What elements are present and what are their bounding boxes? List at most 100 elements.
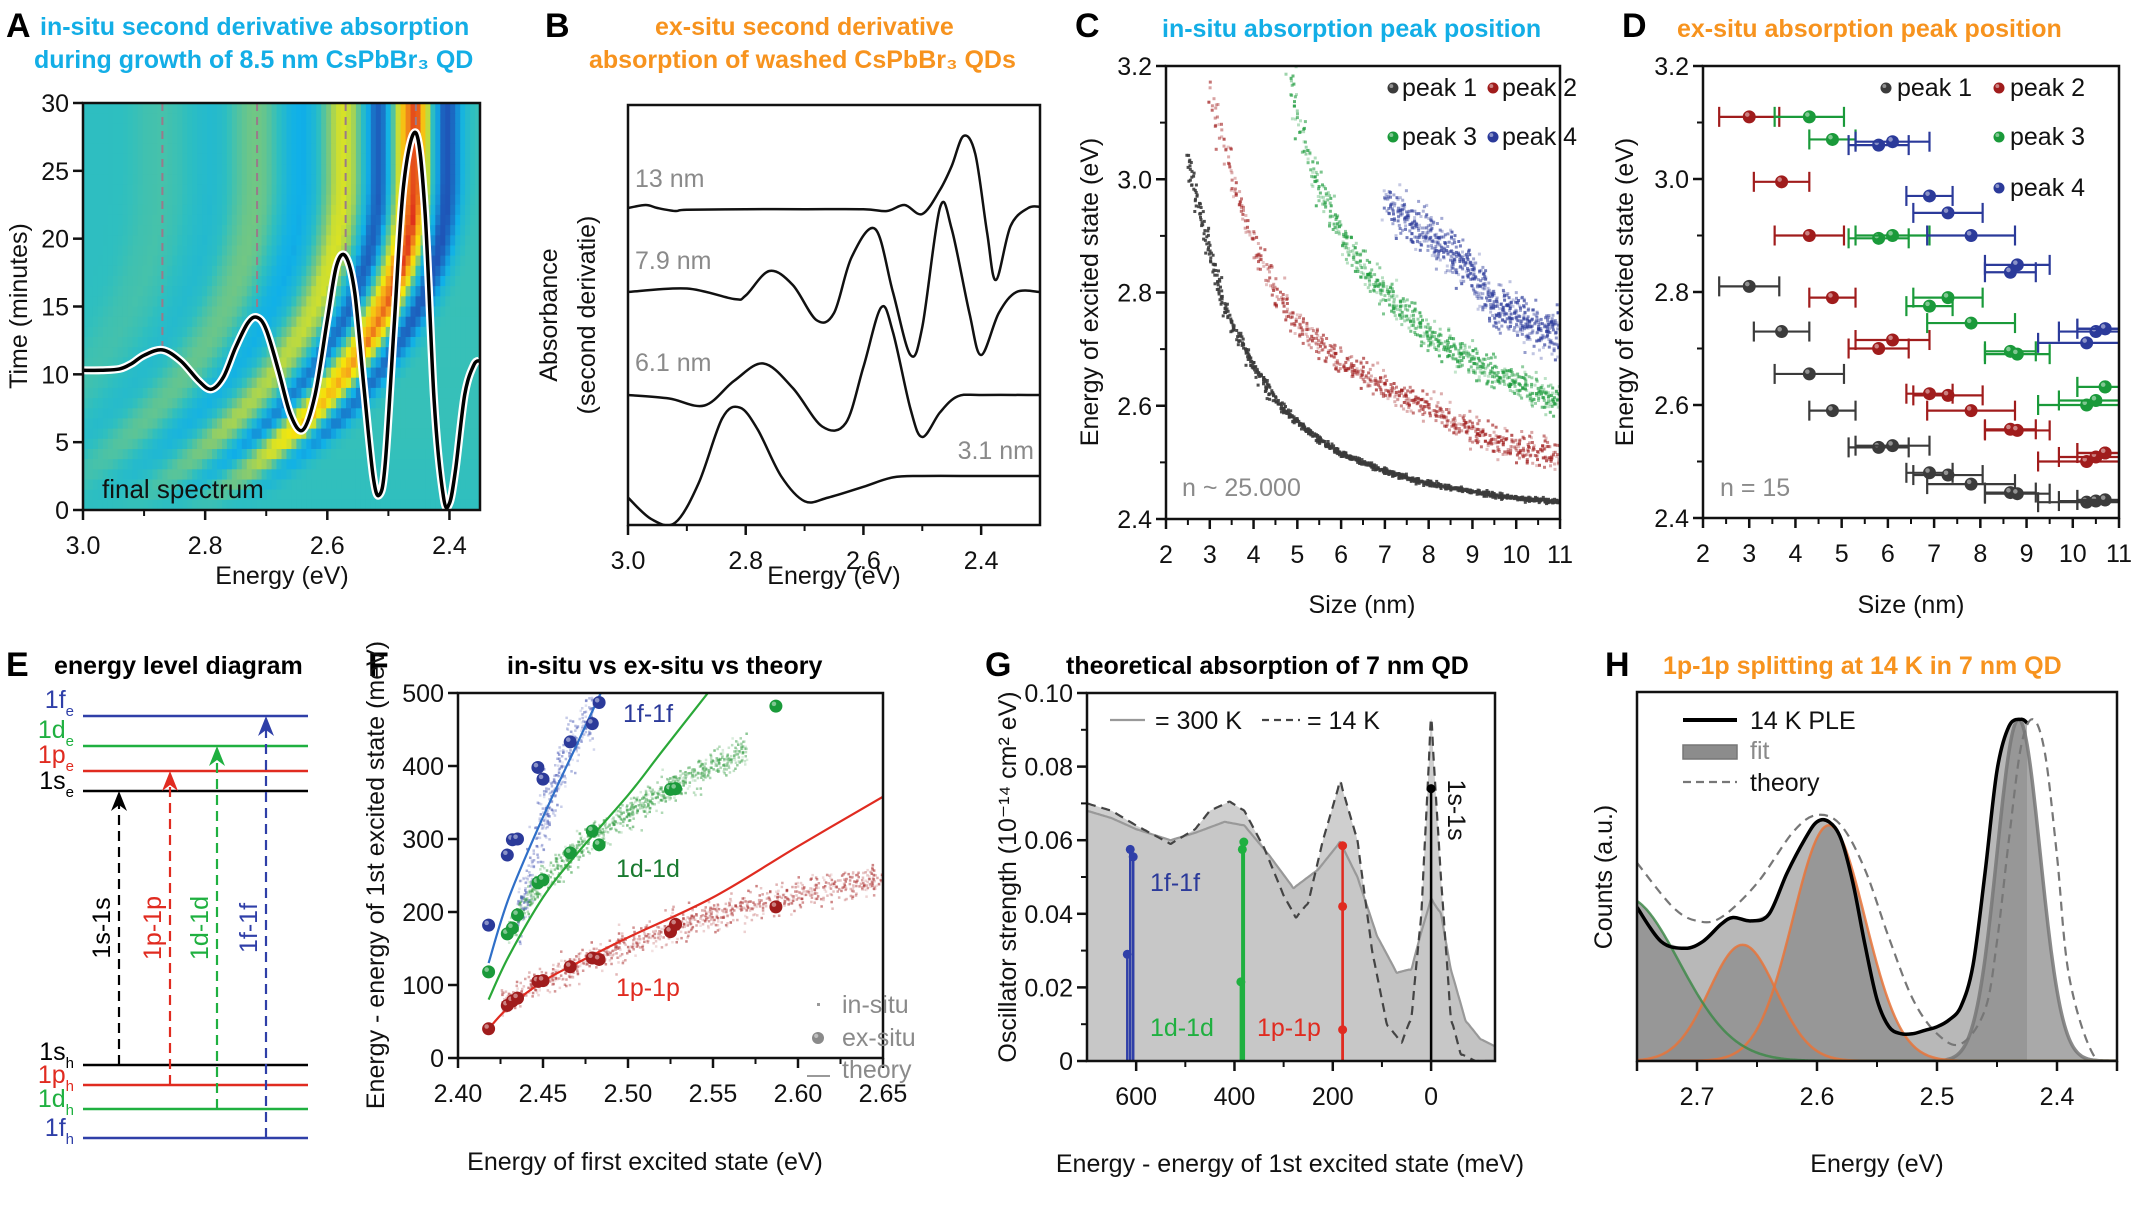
heatmap-cell [370,408,377,420]
heatmap-cell [112,326,119,338]
scatter-point [1224,147,1228,151]
heatmap-cell [102,326,109,338]
heatmap-cell [440,204,446,216]
heatmap-cell [207,245,213,257]
heatmap-cell [450,326,456,338]
scatter-point [1460,487,1464,491]
heatmap-cell [405,489,412,501]
heatmap-cell [226,316,233,328]
heatmap-cell [341,449,347,460]
scatter-point [1374,382,1378,386]
scatter-point [1464,421,1468,425]
scatter-point [1222,137,1226,141]
heatmap-cell [102,316,109,328]
heatmap-cell [207,174,213,185]
heatmap-cell [241,479,248,491]
heatmap-cell [241,438,248,450]
heatmap-cell [435,499,441,510]
heatmap-cell [470,225,476,236]
heatmap-cell [291,377,297,389]
heatmap-cell [127,408,134,420]
scatter-point [1363,380,1367,383]
scatter-point [1208,249,1212,253]
heatmap-cell [360,306,367,318]
heatmap-cell [465,143,471,155]
scatter-point [1244,363,1248,367]
heatmap-cell [162,367,168,379]
scatter-point [1452,431,1456,435]
heatmap-cell [231,489,238,501]
heatmap-cell [202,245,208,257]
heatmap-cell [455,255,461,267]
heatmap-cell [172,449,178,460]
heatmap-cell [112,235,119,247]
heatmap-cell [400,276,407,287]
heatmap-cell [182,265,188,277]
scatter-point [1344,242,1348,246]
scatter-point [1369,462,1372,466]
heatmap-cell [197,276,203,287]
heatmap-cell [162,398,168,409]
heatmap-cell [251,235,258,247]
scatter-point [1510,440,1514,444]
heatmap-cell [445,398,451,409]
panel-label-b: B [545,7,570,45]
scatter-point [1506,451,1510,455]
heatmap-cell [107,459,114,470]
heatmap-cell [316,428,322,440]
scatter-point [1394,404,1398,407]
heatmap-cell [222,153,228,165]
heatmap-cell [365,174,372,185]
scatter-point [1324,205,1328,209]
heatmap-cell [261,428,268,440]
heatmap-cell [261,499,268,510]
heatmap-cell [187,133,193,145]
heatmap-cell [167,438,173,450]
heatmap-cell [465,286,471,297]
heatmap-cell [331,347,337,358]
heatmap-cell [375,174,382,185]
heatmap-cell [475,113,480,124]
heatmap-cell [97,347,104,358]
heatmap-cell [375,276,382,287]
heatmap-cell [226,184,233,196]
heatmap-cell [375,214,382,226]
heatmap-cell [112,347,119,358]
heatmap-cell [415,276,422,287]
heatmap-cell [450,164,456,175]
heatmap-cell [266,398,273,409]
scatter-point [1364,374,1368,378]
heatmap-cell [217,143,223,155]
heatmap-cell [177,113,183,124]
heatmap-cell [415,326,422,338]
scatter-point [1345,367,1349,371]
heatmap-cell [182,418,188,430]
heatmap-cell [370,214,377,226]
heatmap-cell [465,316,471,328]
heatmap-cell [276,326,283,338]
scatter-point [1332,355,1336,359]
scatter-point [1311,175,1315,179]
heatmap-cell [172,265,178,277]
heatmap-cell [435,123,441,135]
heatmap-cell [380,265,387,277]
heatmap-cell [360,194,367,206]
heatmap-cell [88,489,94,501]
heatmap-cell [88,103,94,114]
heatmap-cell [276,143,283,155]
heatmap-cell [122,377,129,389]
heatmap-cell [132,337,139,348]
heatmap-cell [167,276,173,287]
heatmap-cell [346,286,352,297]
heatmap-cell [445,459,451,470]
heatmap-cell [207,164,213,175]
heatmap-cell [88,357,94,369]
heatmap-cell [231,174,238,185]
heatmap-cell [92,347,99,358]
heatmap-cell [187,306,193,318]
heatmap-cell [355,469,362,481]
scatter-point [1268,276,1272,280]
heatmap-cell [137,398,144,409]
heatmap-cell [400,245,407,257]
heatmap-cell [266,296,273,308]
